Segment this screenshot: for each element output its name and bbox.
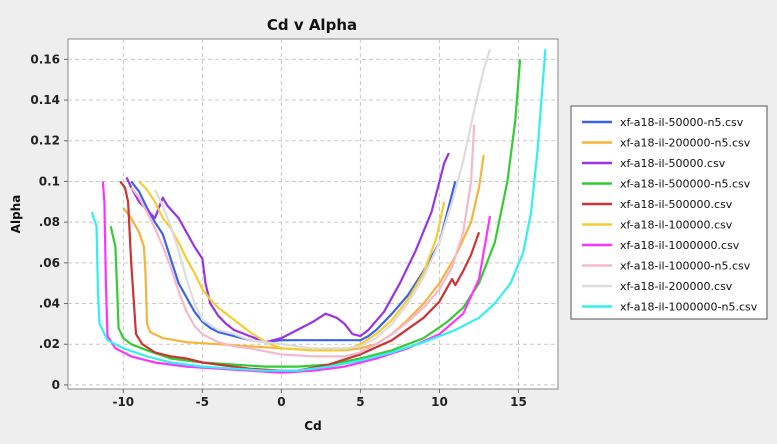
legend: xf-a18-il-50000-n5.csv xf-a18-il-200000-n…	[570, 105, 768, 320]
series-line-8	[153, 48, 492, 350]
x-tick-label: -10	[112, 395, 134, 409]
legend-entry: xf-a18-il-500000.csv	[620, 198, 733, 211]
x-axis-label: Cd	[304, 419, 321, 433]
series-line-2	[125, 152, 450, 344]
legend-entry: xf-a18-il-100000-n5.csv	[620, 260, 751, 273]
legend-entry: xf-a18-il-1000000.csv	[620, 239, 740, 252]
x-tick-label: 0	[277, 395, 285, 409]
legend-entry: xf-a18-il-200000.csv	[620, 280, 733, 293]
y-tick-label: .06	[39, 256, 60, 270]
legend-entry: xf-a18-il-500000-n5.csv	[620, 178, 751, 191]
grid	[68, 39, 558, 389]
legend-entry: xf-a18-il-50000-n5.csv	[620, 116, 744, 129]
plot-area	[67, 38, 559, 390]
series-line-9	[90, 49, 547, 372]
y-tick-label: 0	[52, 378, 60, 392]
y-tick-label: .04	[39, 297, 60, 311]
legend-entry: xf-a18-il-1000000-n5.csv	[620, 301, 758, 314]
series-line-5	[138, 180, 446, 352]
series-line-7	[130, 124, 476, 358]
series-line-3	[109, 59, 522, 368]
y-axis-label: Alpha	[9, 195, 23, 234]
y-tick-label: 0.12	[30, 134, 60, 148]
x-tick-label: 5	[356, 395, 364, 409]
y-tick-label: 0.16	[30, 52, 60, 66]
x-tick-label: 10	[431, 395, 448, 409]
series-lines	[90, 48, 547, 374]
x-tick-label: -5	[196, 395, 209, 409]
x-tick-label: 15	[510, 395, 527, 409]
y-tick-label: .08	[39, 215, 60, 229]
legend-entry: xf-a18-il-200000-n5.csv	[620, 137, 751, 150]
y-tick-label: 0.1	[39, 174, 60, 188]
axis-ticks: -10 -5 0 5 10 15 0 .02 .04 .06 .08 0.1 0.12 0.14 0.16	[30, 52, 526, 409]
legend-entry: xf-a18-il-50000.csv	[620, 157, 726, 170]
chart-title: Cd v Alpha	[267, 16, 357, 34]
y-tick-label: 0.14	[30, 93, 60, 107]
y-tick-label: .02	[39, 337, 60, 351]
legend-entry: xf-a18-il-100000.csv	[620, 219, 733, 232]
